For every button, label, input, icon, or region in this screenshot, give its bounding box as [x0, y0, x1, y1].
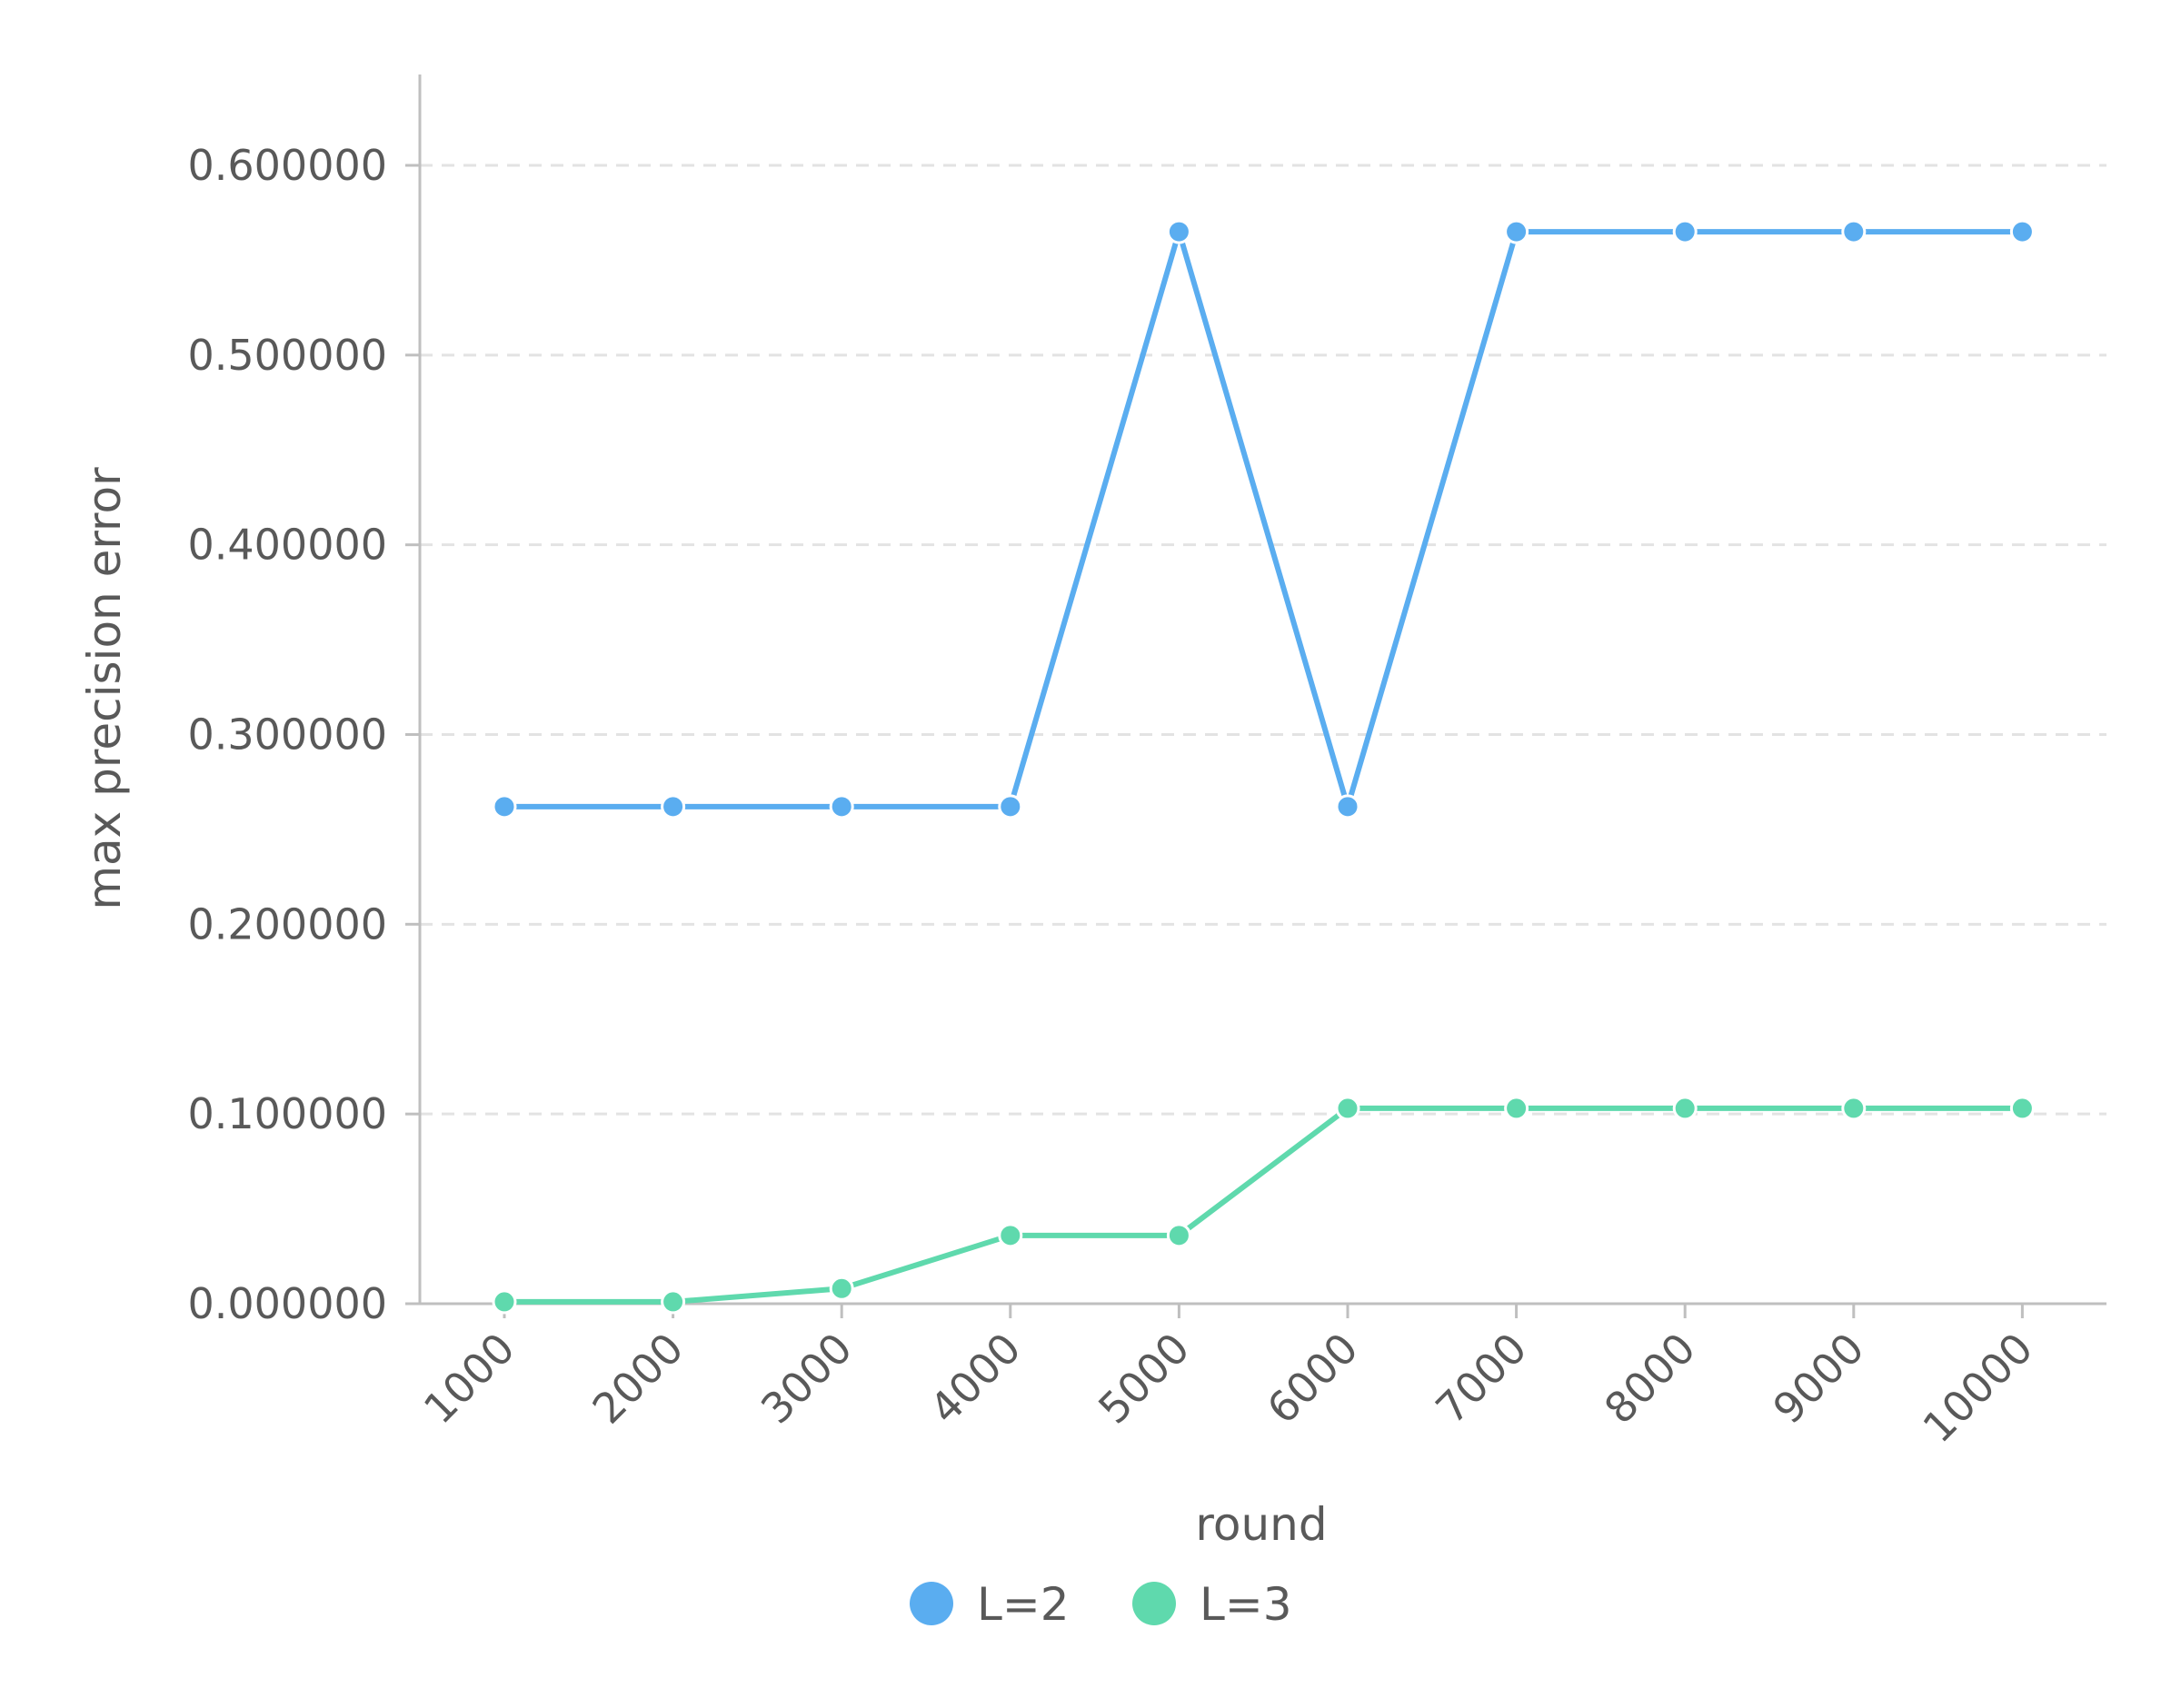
y-tick-label: 0.600000 [188, 141, 388, 190]
axes [418, 74, 2106, 1306]
data-point [1504, 1096, 1529, 1121]
data-point [1841, 1096, 1867, 1121]
x-tick-label: 3000 [752, 1324, 861, 1434]
y-tick-label: 0.200000 [188, 899, 388, 948]
x-tick-label: 5000 [1089, 1324, 1199, 1434]
y-axis-title: max precision error [78, 467, 131, 910]
y-tick-label: 0.500000 [188, 331, 388, 380]
legend-item: L=2 [910, 1578, 1070, 1631]
series-line [504, 1105, 2023, 1305]
x-tick-label: 10000 [1914, 1324, 2043, 1453]
data-point [829, 1276, 854, 1301]
x-tick-label: 7000 [1426, 1324, 1536, 1434]
data-point [998, 1223, 1023, 1248]
x-axis-ticks: 1000 2000 3000 4000 5000 6000 7000 8000 9000 1000… [414, 1304, 2042, 1452]
y-tick-label: 0.300000 [188, 710, 388, 760]
x-tick-label: 1000 [414, 1324, 524, 1434]
x-tick-label: 9000 [1764, 1324, 1874, 1434]
data-point [1672, 219, 1698, 244]
data-point [492, 1289, 517, 1315]
legend-marker [1132, 1582, 1176, 1625]
data-point [1166, 1223, 1191, 1248]
data-point [1166, 219, 1191, 244]
x-tick-label: 8000 [1595, 1324, 1705, 1434]
data-point [2009, 219, 2035, 244]
data-point [2009, 1096, 2035, 1121]
legend-label: L=2 [977, 1578, 1070, 1631]
legend: L=2 L=3 [910, 1578, 1292, 1631]
x-tick-label: 2000 [583, 1324, 692, 1434]
series-2 [492, 1096, 2035, 1315]
data-point [492, 794, 517, 819]
legend-label: L=3 [1200, 1578, 1292, 1631]
y-tick-label: 0.400000 [188, 521, 388, 570]
data-point [829, 794, 854, 819]
x-axis-title: round [1195, 1498, 1327, 1551]
y-axis-ticks: 0.000000 0.100000 0.200000 0.300000 0.400000… [188, 141, 420, 1328]
data-point [1335, 794, 1360, 819]
x-tick-label: 6000 [1258, 1324, 1368, 1434]
series-line [504, 229, 2023, 809]
data-point [661, 794, 686, 819]
series [492, 219, 2035, 1315]
series-1 [492, 219, 2035, 819]
x-tick-label: 4000 [921, 1324, 1031, 1434]
data-point [661, 1289, 686, 1315]
y-tick-label: 0.100000 [188, 1089, 388, 1138]
data-point [998, 794, 1023, 819]
data-point [1504, 219, 1529, 244]
data-point [1672, 1096, 1698, 1121]
legend-item: L=3 [1132, 1578, 1292, 1631]
data-point [1841, 219, 1867, 244]
legend-marker [910, 1582, 953, 1625]
data-point [1335, 1096, 1360, 1121]
grid-lines [420, 164, 2106, 1116]
y-tick-label: 0.000000 [188, 1279, 388, 1328]
